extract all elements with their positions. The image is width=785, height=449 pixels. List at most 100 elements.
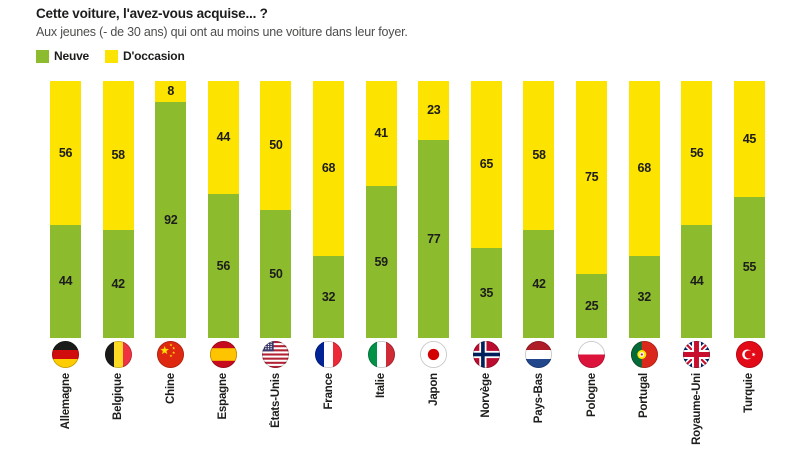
bar-column-us: 50 50 États-Unis xyxy=(260,81,292,449)
bar-column-jp: 23 77 Japon xyxy=(418,81,450,449)
bar-segment-neuve: 56 xyxy=(207,194,239,338)
bar-segment-occasion: 68 xyxy=(628,81,660,256)
value-label-occasion: 65 xyxy=(479,157,494,172)
bar-column-cn: 8 92 Chine xyxy=(155,81,187,449)
bar-column-pl: 75 25 Pologne xyxy=(576,81,608,449)
country-label: Norvège xyxy=(480,373,493,418)
country-label: Portugal xyxy=(638,373,651,419)
stacked-bar: 56 44 xyxy=(50,81,81,338)
bar-segment-occasion: 44 xyxy=(207,81,239,195)
bar-column-de: 56 44 Allemagne xyxy=(50,81,81,449)
bar-segment-occasion: 68 xyxy=(313,81,345,256)
bar-segment-neuve: 42 xyxy=(523,230,555,338)
country-label-wrap: Belgique xyxy=(112,373,124,449)
stacked-bar: 8 92 xyxy=(155,81,187,338)
country-label-wrap: États-Unis xyxy=(270,373,282,449)
bar-segment-neuve: 55 xyxy=(733,196,765,338)
bar-segment-occasion: 65 xyxy=(470,81,502,249)
stacked-bar: 58 42 xyxy=(102,81,134,338)
legend-swatch-neuve-icon xyxy=(36,49,49,63)
flag-tr-icon xyxy=(735,341,763,368)
bar-segment-neuve: 92 xyxy=(155,101,187,338)
bar-segment-occasion: 8 xyxy=(155,81,187,102)
value-label-occasion: 68 xyxy=(637,161,652,176)
bar-segment-neuve: 32 xyxy=(313,255,345,338)
stacked-bar: 50 50 xyxy=(260,81,292,338)
country-label-wrap: Pologne xyxy=(586,373,598,449)
bar-column-gb: 56 44 Royaume-Uni xyxy=(681,81,713,449)
bar-segment-neuve: 42 xyxy=(102,230,134,338)
country-label-wrap: Turquie xyxy=(743,373,755,449)
country-label-wrap: Japon xyxy=(428,373,440,449)
stacked-bar-chart: 56 44 Allemagne 58 42 Belgique 8 92 Chine 44 56 Esp… xyxy=(50,81,765,449)
chart-legend: Neuve D'occasion xyxy=(36,49,185,63)
flag-es-icon xyxy=(209,341,237,368)
bar-column-nl: 58 42 Pays-Bas xyxy=(523,81,555,449)
value-label-occasion: 50 xyxy=(269,138,283,152)
country-label: Japon xyxy=(427,373,440,406)
bar-column-es: 44 56 Espagne xyxy=(207,81,239,449)
bar-segment-neuve: 59 xyxy=(365,186,397,338)
bar-segment-neuve: 44 xyxy=(681,224,713,338)
bar-segment-occasion: 45 xyxy=(733,81,765,197)
flag-nl-icon xyxy=(525,341,553,368)
flag-no-icon xyxy=(472,341,500,368)
bar-segment-occasion: 75 xyxy=(576,81,608,274)
bar-segment-neuve: 35 xyxy=(470,248,502,338)
legend-item-neuve: Neuve xyxy=(36,49,89,63)
country-label: Chine xyxy=(164,373,177,404)
country-label: Allemagne xyxy=(59,373,72,430)
value-label-neuve: 56 xyxy=(216,258,231,273)
legend-label-neuve: Neuve xyxy=(54,49,90,63)
bar-column-tr: 45 55 Turquie xyxy=(733,81,765,449)
country-label: Turquie xyxy=(743,373,756,413)
bar-segment-neuve: 44 xyxy=(50,224,81,338)
chart-header: Cette voiture, l'avez-vous acquise... ? … xyxy=(36,6,408,39)
country-label-wrap: Royaume-Uni xyxy=(691,373,703,449)
value-label-occasion: 56 xyxy=(58,145,73,160)
bar-segment-occasion: 58 xyxy=(523,81,555,231)
value-label-occasion: 23 xyxy=(427,103,441,118)
value-label-neuve: 32 xyxy=(637,289,652,304)
country-label: Pays-Bas xyxy=(532,373,545,424)
stacked-bar: 44 56 xyxy=(207,81,239,338)
bar-column-pt: 68 32 Portugal xyxy=(628,81,660,449)
value-label-occasion: 41 xyxy=(374,126,389,141)
stacked-bar: 56 44 xyxy=(681,81,713,338)
flag-gb-icon xyxy=(683,341,711,368)
value-label-occasion: 68 xyxy=(321,161,336,176)
chart-subtitle: Aux jeunes (- de 30 ans) qui ont au moin… xyxy=(36,25,408,39)
stacked-bar: 75 25 xyxy=(576,81,608,338)
country-label-wrap: Italie xyxy=(375,373,387,449)
bar-column-it: 41 59 Italie xyxy=(365,81,397,449)
value-label-neuve: 55 xyxy=(742,260,757,275)
value-label-occasion: 45 xyxy=(742,131,757,146)
flag-cn-icon xyxy=(157,341,185,368)
value-label-neuve: 42 xyxy=(111,276,125,291)
value-label-occasion: 58 xyxy=(532,148,546,163)
country-label-wrap: Chine xyxy=(165,373,177,449)
value-label-neuve: 35 xyxy=(479,285,494,300)
flag-it-icon xyxy=(367,341,395,368)
flag-be-icon xyxy=(104,341,132,368)
value-label-neuve: 32 xyxy=(321,289,336,304)
chart-columns: 56 44 Allemagne 58 42 Belgique 8 92 Chine 44 56 Esp… xyxy=(50,81,765,449)
value-label-neuve: 59 xyxy=(374,254,389,269)
bar-segment-occasion: 23 xyxy=(418,81,450,141)
stacked-bar: 65 35 xyxy=(470,81,502,338)
value-label-neuve: 25 xyxy=(584,298,599,313)
bar-segment-neuve: 25 xyxy=(576,273,608,338)
value-label-occasion: 56 xyxy=(690,145,704,160)
flag-fr-icon xyxy=(315,341,343,368)
stacked-bar: 68 32 xyxy=(628,81,660,338)
country-label: Royaume-Uni xyxy=(690,373,703,445)
bar-segment-neuve: 32 xyxy=(628,255,660,338)
flag-jp-icon xyxy=(420,341,448,368)
stacked-bar: 58 42 xyxy=(523,81,555,338)
legend-label-occasion: D'occasion xyxy=(123,49,185,63)
value-label-occasion: 8 xyxy=(167,84,175,99)
bar-column-no: 65 35 Norvège xyxy=(470,81,502,449)
value-label-neuve: 44 xyxy=(690,274,704,289)
country-label-wrap: Pays-Bas xyxy=(533,373,545,449)
